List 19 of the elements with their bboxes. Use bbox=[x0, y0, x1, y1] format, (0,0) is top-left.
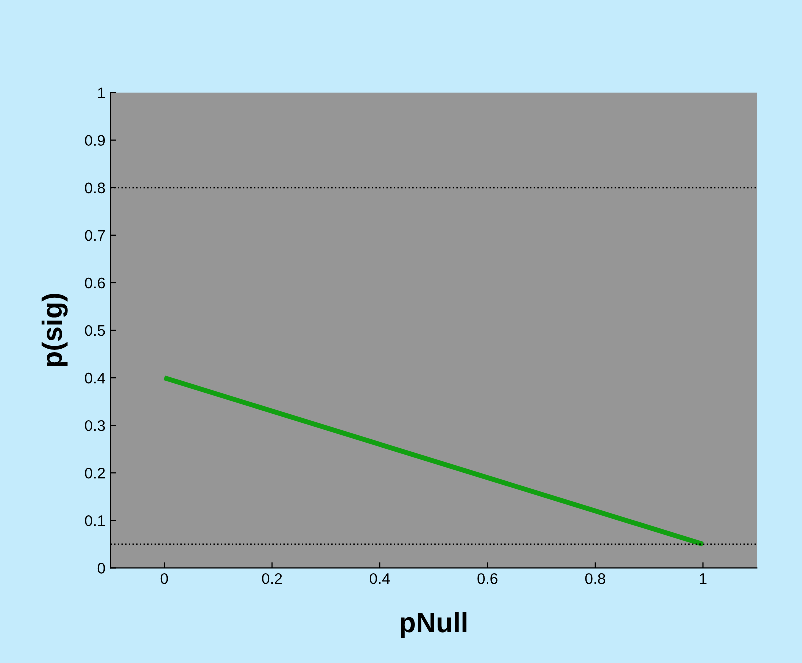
y-tick-label: 0.8 bbox=[85, 182, 106, 194]
y-tick-label: 0.6 bbox=[85, 278, 106, 289]
y-tick-label: 0.4 bbox=[85, 372, 106, 384]
y-tick-label: 1 bbox=[98, 88, 106, 98]
y-tick-label: 0.9 bbox=[85, 135, 106, 146]
x-tick-label: 0.2 bbox=[262, 573, 282, 584]
x-tick-label: 0.8 bbox=[585, 573, 606, 584]
x-tick-label: 1 bbox=[700, 574, 707, 584]
y-tick-label: 0.7 bbox=[85, 230, 106, 242]
x-tick-label: 0.4 bbox=[370, 573, 390, 584]
y-tick-label: 0 bbox=[98, 563, 106, 574]
x-tick-label: 0.6 bbox=[478, 573, 498, 584]
y-tick-label: 0.1 bbox=[85, 516, 106, 526]
y-tick-label: 0.2 bbox=[85, 468, 106, 479]
x-tick-label: 0 bbox=[160, 573, 168, 584]
y-axis-title: p(sig) bbox=[42, 294, 68, 366]
y-tick-label: 0.5 bbox=[85, 325, 106, 336]
y-tick-label: 0.3 bbox=[85, 420, 106, 432]
x-axis-title: pNull bbox=[401, 612, 467, 638]
